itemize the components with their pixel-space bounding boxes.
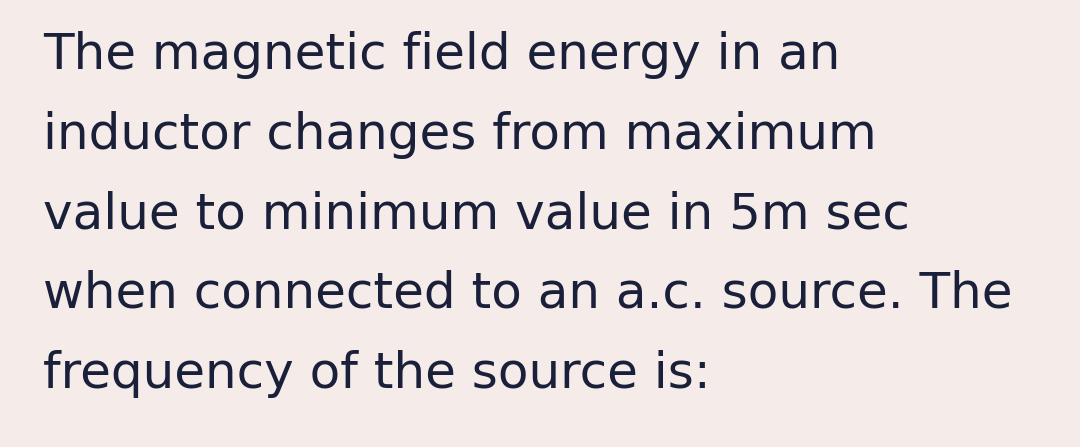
Text: frequency of the source is:: frequency of the source is: bbox=[43, 350, 711, 397]
Text: value to minimum value in 5m sec: value to minimum value in 5m sec bbox=[43, 190, 910, 238]
Text: when connected to an a.c. source. The: when connected to an a.c. source. The bbox=[43, 270, 1013, 318]
Text: The magnetic field energy in an: The magnetic field energy in an bbox=[43, 31, 840, 79]
Text: inductor changes from maximum: inductor changes from maximum bbox=[43, 111, 877, 159]
